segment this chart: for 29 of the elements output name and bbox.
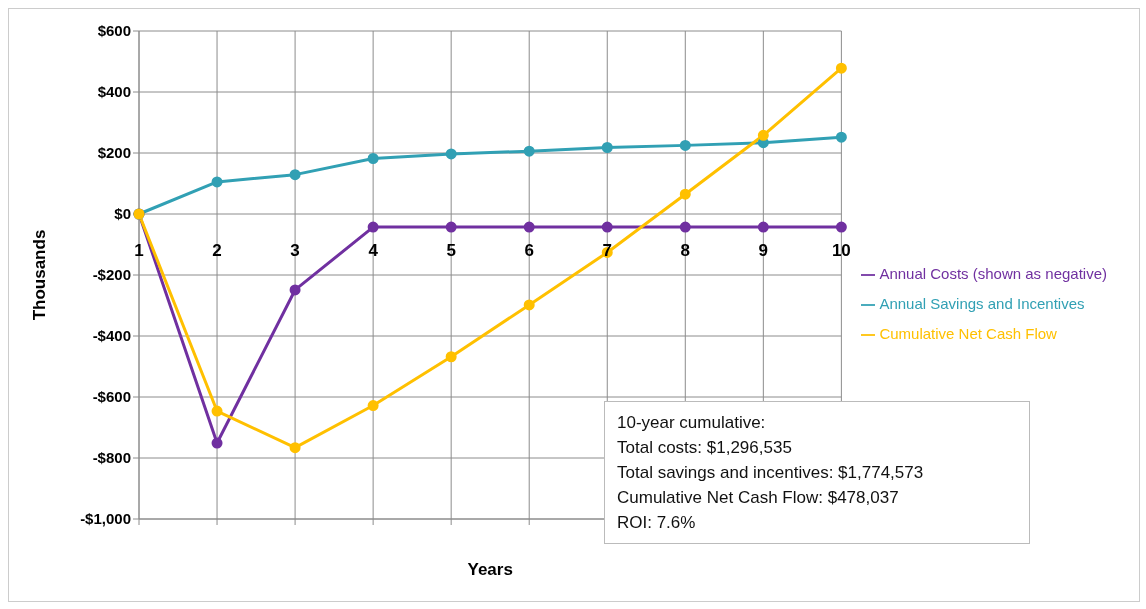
x-axis-title: Years [467, 560, 513, 579]
x-tick-label: 4 [368, 241, 379, 260]
y-tick-label: -$400 [92, 327, 131, 345]
annotation: 10-year cumulative: [617, 412, 767, 434]
x-tick-label: 6 [524, 241, 534, 260]
y-tick-label: -$600 [92, 388, 131, 406]
legend-label: Annual Savings and Incentives [879, 295, 1085, 312]
annotation: ROI: 7.6% [617, 512, 697, 534]
x-tick-label: 10 [831, 241, 851, 260]
x-tick-label: 5 [446, 241, 456, 260]
y-tick-label: -$800 [92, 449, 131, 467]
y-tick-label: -$200 [92, 266, 131, 284]
annotation: Total costs: $1,296,535 [617, 437, 793, 459]
annotation: Cumulative Net Cash Flow: $478,037 [617, 487, 900, 509]
y-tick-label: $600 [97, 22, 131, 40]
y-axis-title: Thousands [30, 229, 50, 321]
legend-label: Annual Costs (shown as negative) [879, 265, 1107, 282]
annotation: Total savings and incentives: $1,774,573 [617, 462, 925, 484]
x-tick-label: 3 [290, 241, 300, 260]
x-tick-label: 1 [134, 241, 144, 260]
y-tick-label: $0 [114, 205, 131, 223]
y-tick-label: $400 [97, 83, 131, 101]
y-tick-label: $200 [97, 144, 131, 162]
legend-label: Cumulative Net Cash Flow [879, 325, 1057, 342]
x-tick-label: 9 [758, 241, 769, 260]
x-tick-label: 7 [602, 241, 612, 260]
y-tick-label: -$1,000 [80, 510, 131, 528]
x-tick-label: 2 [212, 241, 222, 260]
x-tick-label: 8 [680, 241, 691, 260]
